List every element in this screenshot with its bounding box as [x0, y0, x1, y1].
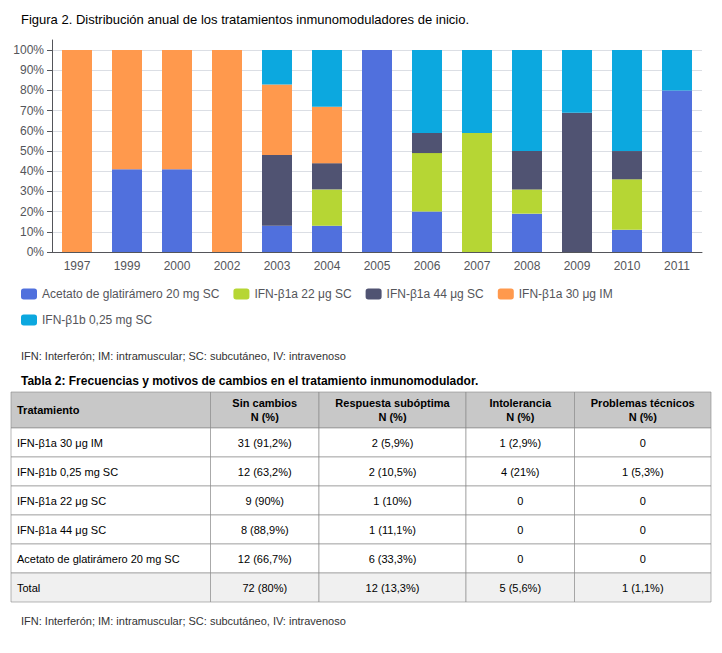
- svg-text:2 (5,9%): 2 (5,9%): [372, 437, 414, 449]
- svg-text:2007: 2007: [464, 259, 491, 273]
- svg-text:2002: 2002: [214, 259, 241, 273]
- svg-text:70%: 70%: [20, 104, 44, 118]
- svg-text:1 (1,1%): 1 (1,1%): [622, 582, 664, 594]
- svg-text:Total: Total: [17, 582, 40, 594]
- svg-text:8 (88,9%): 8 (88,9%): [241, 524, 289, 536]
- svg-text:IFN: Interferón; IM: intramusc: IFN: Interferón; IM: intramuscular; SC: …: [21, 350, 346, 362]
- svg-text:Respuesta subóptima: Respuesta subóptima: [335, 397, 450, 409]
- svg-text:50%: 50%: [20, 144, 44, 158]
- svg-text:N (%): N (%): [378, 411, 406, 423]
- svg-text:2005: 2005: [364, 259, 391, 273]
- svg-text:40%: 40%: [20, 164, 44, 178]
- svg-text:IFN-β1a 44 μg SC: IFN-β1a 44 μg SC: [17, 524, 106, 536]
- svg-text:2003: 2003: [264, 259, 291, 273]
- svg-text:IFN-β1a 30 μg IM: IFN-β1a 30 μg IM: [519, 287, 613, 301]
- svg-text:100%: 100%: [13, 43, 44, 57]
- svg-text:9 (90%): 9 (90%): [245, 495, 284, 507]
- svg-text:2000: 2000: [164, 259, 191, 273]
- svg-text:0: 0: [640, 495, 646, 507]
- svg-text:31 (91,2%): 31 (91,2%): [238, 437, 292, 449]
- svg-text:0: 0: [640, 437, 646, 449]
- svg-text:12 (66,7%): 12 (66,7%): [238, 553, 292, 565]
- svg-text:0: 0: [640, 524, 646, 536]
- svg-text:Tabla 2: Frecuencias y motivos: Tabla 2: Frecuencias y motivos de cambio…: [21, 374, 478, 388]
- svg-text:1 (10%): 1 (10%): [373, 495, 412, 507]
- svg-text:N (%): N (%): [629, 411, 657, 423]
- svg-text:1 (11,1%): 1 (11,1%): [369, 524, 416, 536]
- svg-text:10%: 10%: [20, 225, 44, 239]
- svg-text:6 (33,3%): 6 (33,3%): [369, 553, 417, 565]
- svg-text:Sin cambios: Sin cambios: [232, 397, 297, 409]
- svg-text:2009: 2009: [564, 259, 591, 273]
- svg-text:Figura 2. Distribución anual d: Figura 2. Distribución anual de los trat…: [21, 12, 469, 27]
- svg-text:30%: 30%: [20, 184, 44, 198]
- svg-text:2011: 2011: [664, 259, 690, 273]
- svg-text:80%: 80%: [20, 83, 44, 97]
- svg-text:IFN: Interferón; IM: intramusc: IFN: Interferón; IM: intramuscular; SC: …: [21, 615, 346, 627]
- svg-text:12 (13,3%): 12 (13,3%): [366, 582, 420, 594]
- svg-text:0: 0: [517, 495, 523, 507]
- svg-text:IFN-β1a 30 μg IM: IFN-β1a 30 μg IM: [17, 437, 103, 449]
- svg-text:0: 0: [517, 524, 523, 536]
- svg-text:1 (5,3%): 1 (5,3%): [622, 466, 664, 478]
- svg-text:IFN-β1b 0,25 mg SC: IFN-β1b 0,25 mg SC: [42, 313, 153, 327]
- svg-text:Problemas técnicos: Problemas técnicos: [591, 397, 695, 409]
- svg-text:N (%): N (%): [506, 411, 534, 423]
- svg-text:5 (5,6%): 5 (5,6%): [499, 582, 541, 594]
- svg-text:2 (10,5%): 2 (10,5%): [369, 466, 417, 478]
- svg-text:90%: 90%: [20, 63, 44, 77]
- svg-text:4 (21%): 4 (21%): [501, 466, 540, 478]
- svg-text:72 (80%): 72 (80%): [242, 582, 287, 594]
- svg-text:1 (2,9%): 1 (2,9%): [499, 437, 541, 449]
- svg-text:20%: 20%: [20, 205, 44, 219]
- svg-text:0: 0: [517, 553, 523, 565]
- svg-text:1999: 1999: [114, 259, 141, 273]
- svg-text:2010: 2010: [614, 259, 641, 273]
- svg-text:IFN-β1a 44 μg SC: IFN-β1a 44 μg SC: [387, 287, 485, 301]
- svg-text:IFN-β1a 22 μg SC: IFN-β1a 22 μg SC: [254, 287, 352, 301]
- svg-text:0: 0: [640, 553, 646, 565]
- svg-text:N (%): N (%): [251, 411, 279, 423]
- svg-text:Intolerancia: Intolerancia: [489, 397, 552, 409]
- svg-text:2004: 2004: [314, 259, 341, 273]
- svg-text:IFN-β1a 22 μg SC: IFN-β1a 22 μg SC: [17, 495, 106, 507]
- svg-text:IFN-β1b 0,25 mg SC: IFN-β1b 0,25 mg SC: [17, 466, 118, 478]
- svg-text:0%: 0%: [27, 245, 45, 259]
- svg-text:2008: 2008: [514, 259, 541, 273]
- svg-text:12 (63,2%): 12 (63,2%): [238, 466, 292, 478]
- svg-text:Acetato de glatirámero 20 mg S: Acetato de glatirámero 20 mg SC: [17, 553, 180, 565]
- svg-text:60%: 60%: [20, 124, 44, 138]
- svg-text:Acetato de glatirámero 20 mg S: Acetato de glatirámero 20 mg SC: [42, 287, 220, 301]
- svg-text:1997: 1997: [64, 259, 91, 273]
- svg-text:2006: 2006: [414, 259, 441, 273]
- svg-text:Tratamiento: Tratamiento: [17, 404, 80, 416]
